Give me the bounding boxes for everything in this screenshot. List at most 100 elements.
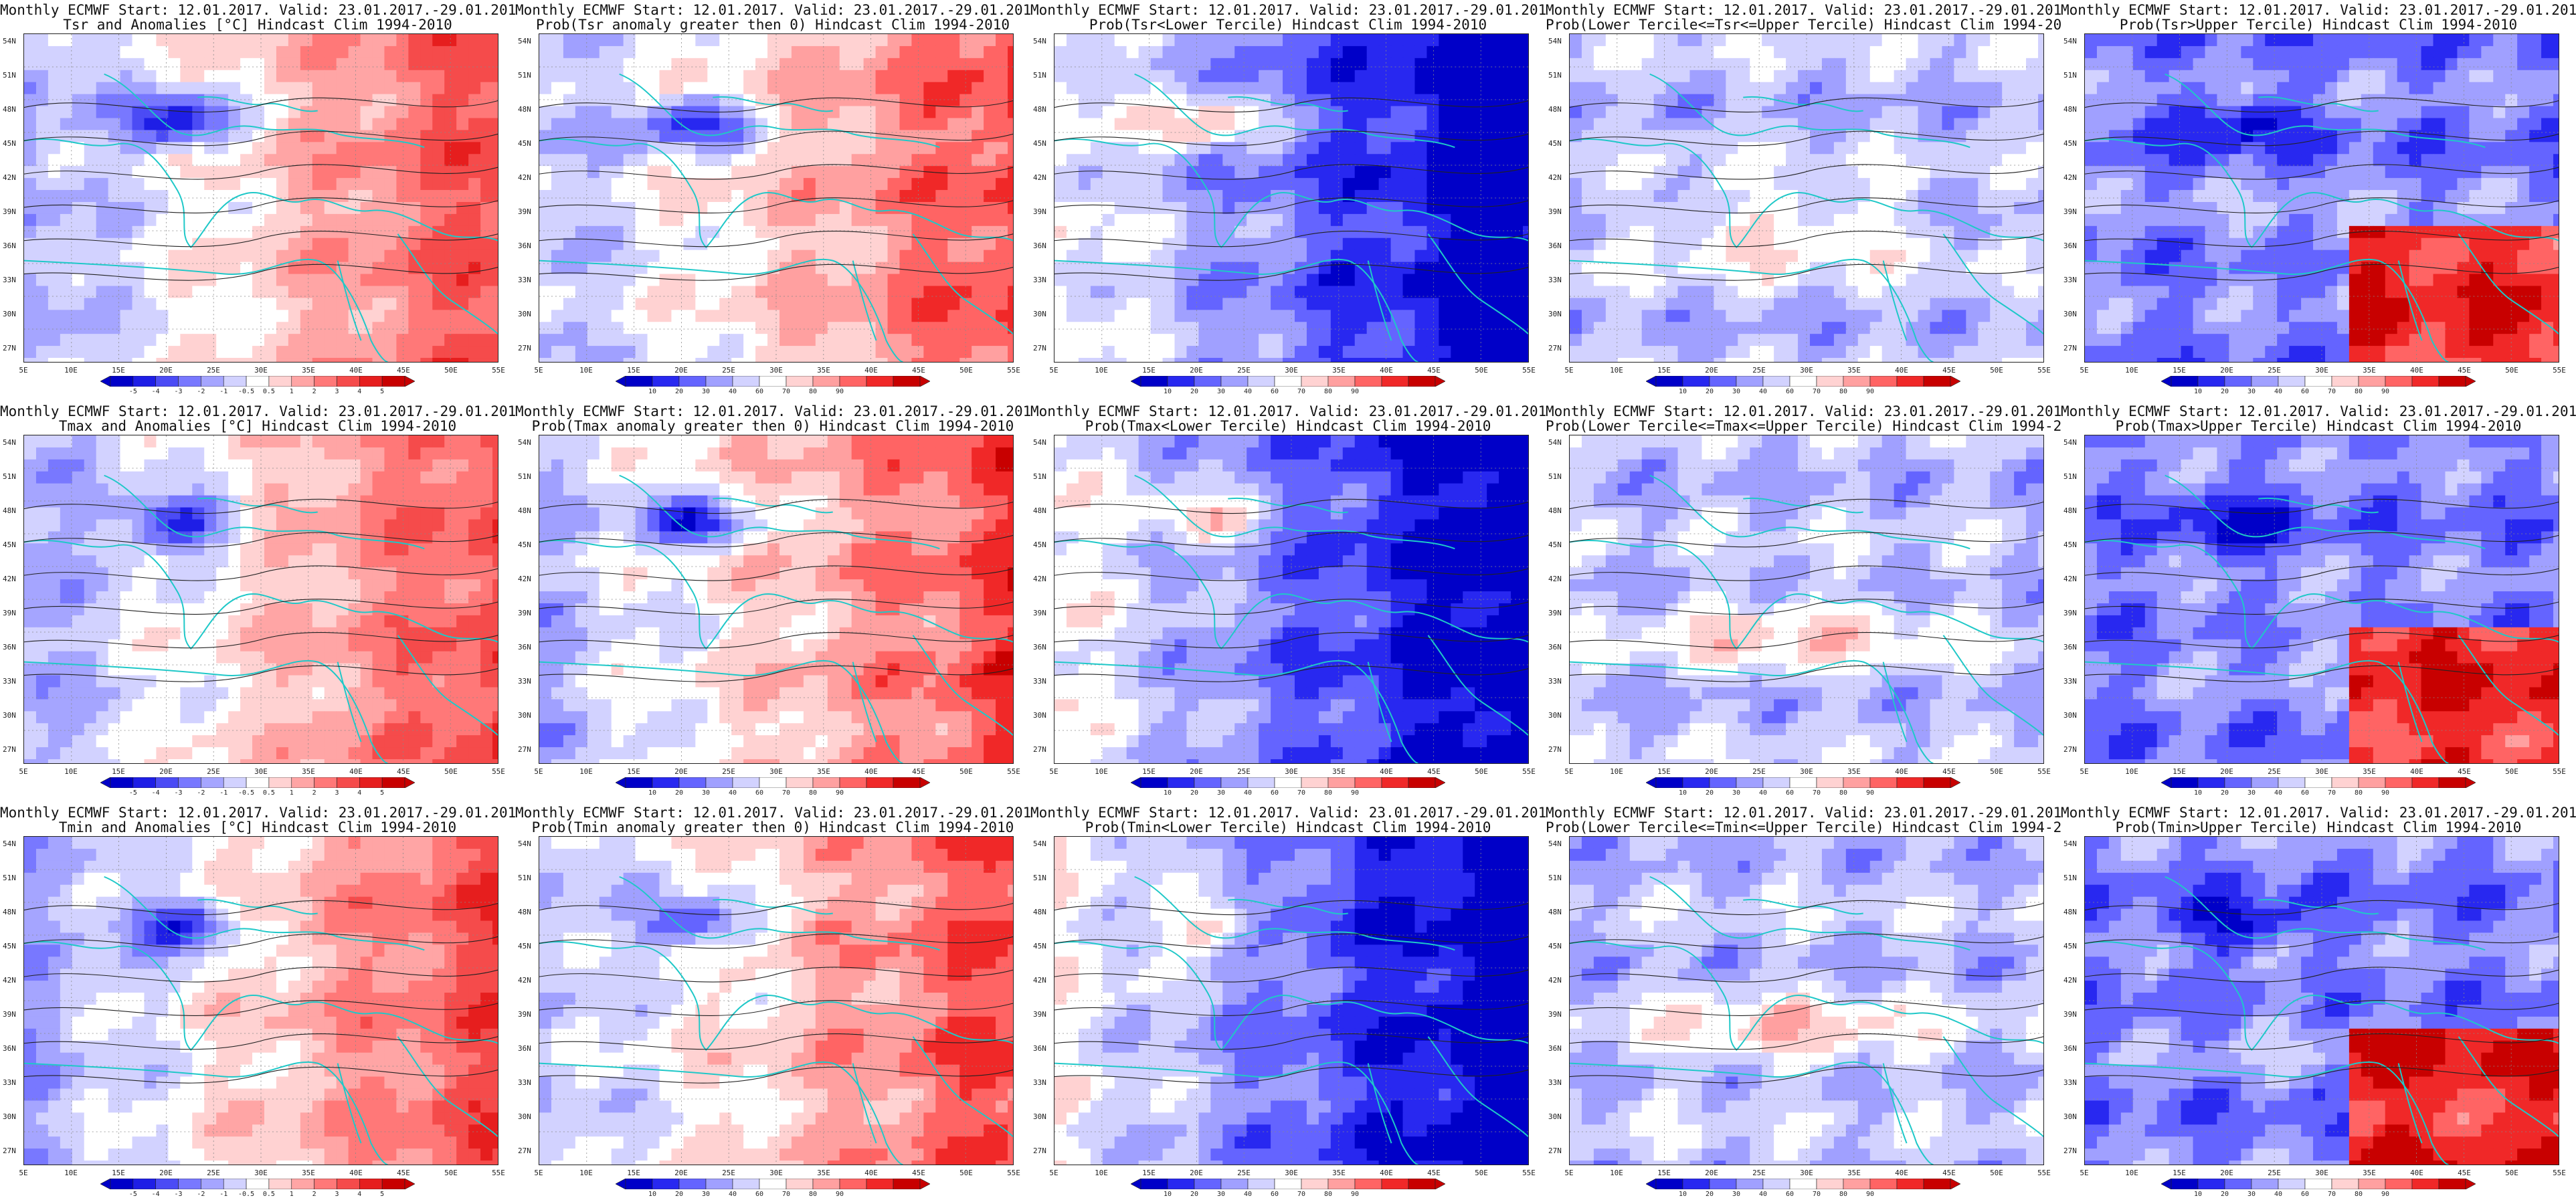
field-cell [1677, 45, 1690, 59]
field-cell [575, 154, 588, 167]
field-cell [1570, 154, 1582, 167]
field-cell [659, 130, 672, 142]
field-cell [192, 142, 205, 155]
field-cell [300, 142, 313, 155]
field-cell [1954, 201, 1966, 215]
field-cell [767, 142, 780, 155]
field-cell [1330, 262, 1344, 275]
field-cell [1463, 130, 1475, 142]
field-cell [2517, 70, 2530, 83]
field-cell [1451, 58, 1463, 71]
field-cell [1451, 322, 1463, 334]
field-cell [2026, 58, 2039, 71]
field-cell [1499, 94, 1511, 107]
field-cell [1786, 237, 1799, 251]
field-cell [923, 346, 936, 359]
latitude-label: 42N [1033, 173, 1046, 182]
field-cell [1463, 201, 1475, 215]
field-cell [1581, 298, 1594, 310]
field-cell [1942, 166, 1954, 179]
field-cell [192, 249, 205, 263]
coastline [539, 258, 903, 362]
field-cell [1114, 58, 1127, 71]
field-cell [911, 154, 924, 167]
field-cell [1665, 249, 1679, 263]
field-cell [743, 106, 756, 118]
field-cell [611, 82, 624, 95]
field-cell [1593, 358, 1606, 362]
field-cell [1845, 142, 1859, 155]
field-cell [1318, 286, 1331, 298]
field-cell [420, 286, 433, 298]
field-cell [132, 82, 145, 95]
field-cell [1677, 154, 1690, 167]
field-cell [300, 130, 313, 142]
field-cell [827, 249, 840, 263]
field-cell [1833, 142, 1847, 155]
latitude-label: 36N [1033, 241, 1046, 250]
field-cell [1294, 322, 1307, 334]
field-cell [1259, 154, 1271, 167]
field-cell [24, 225, 37, 239]
field-cell [156, 310, 169, 322]
field-cell [1605, 286, 1619, 298]
field-cell [384, 154, 397, 167]
field-cell [1894, 286, 1907, 298]
field-cell [1894, 82, 1907, 95]
field-cell [587, 274, 600, 286]
field-cell [35, 106, 49, 118]
field-cell [791, 82, 804, 95]
field-cell [1330, 166, 1344, 179]
field-cell [1463, 70, 1475, 83]
field-cell [839, 237, 852, 251]
field-cell [348, 94, 361, 107]
field-cell [1954, 310, 1966, 322]
field-cell [863, 213, 877, 227]
field-cell [1750, 154, 1762, 167]
field-cell [659, 166, 672, 179]
field-cell [1306, 358, 1319, 362]
field-cell [240, 34, 253, 47]
field-cell [1414, 358, 1427, 362]
field-cell [1641, 130, 1655, 142]
field-cell [1786, 298, 1799, 310]
field-cell [1581, 106, 1594, 118]
field-cell [2120, 70, 2134, 83]
field-cell [1008, 310, 1013, 322]
field-cell [1629, 201, 1643, 215]
field-cell [1259, 262, 1271, 275]
field-cell [1330, 45, 1344, 59]
field-cell [659, 94, 672, 107]
field-cell [1833, 249, 1847, 263]
field-cell [1174, 34, 1187, 47]
field-cell [923, 190, 936, 203]
field-cell [887, 286, 900, 298]
field-cell [1090, 82, 1103, 95]
field-cell [1762, 94, 1774, 107]
field-cell [647, 94, 660, 107]
field-cell [827, 213, 840, 227]
field-cell [35, 178, 49, 191]
field-cell [35, 358, 49, 362]
field-cell [1809, 310, 1823, 322]
field-cell [1138, 322, 1152, 334]
field-cell [1617, 213, 1631, 227]
field-cell [468, 58, 481, 71]
field-cell [1174, 249, 1187, 263]
field-cell [659, 237, 672, 251]
panel-title-line2: Prob(Tsr<Lower Tercile) Hindcast Clim 19… [1089, 17, 1487, 33]
field-cell [312, 106, 325, 118]
field-cell [851, 58, 864, 71]
field-cell [947, 262, 960, 275]
field-cell [1906, 70, 1919, 83]
colorbar-segment [178, 375, 201, 387]
field-cell [803, 334, 816, 346]
field-cell [911, 298, 924, 310]
field-cell [492, 225, 498, 239]
field-cell [408, 334, 421, 346]
field-cell [899, 225, 912, 239]
field-cell [60, 249, 73, 263]
field-cell [1641, 310, 1655, 322]
field-cell [767, 178, 780, 191]
field-cell [1581, 118, 1594, 130]
